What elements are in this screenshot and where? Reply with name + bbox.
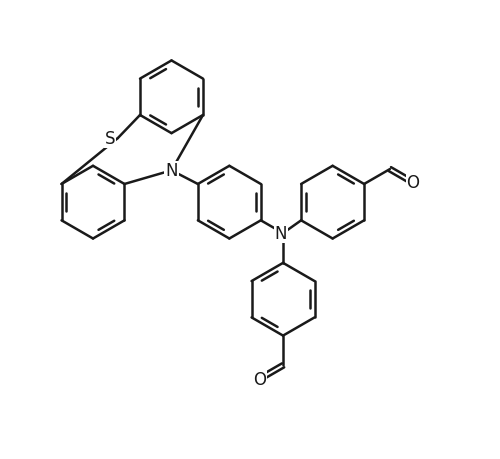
Text: N: N xyxy=(274,224,287,243)
Text: O: O xyxy=(254,370,266,388)
Text: S: S xyxy=(105,130,116,148)
Text: O: O xyxy=(406,174,420,192)
Text: N: N xyxy=(166,162,178,180)
